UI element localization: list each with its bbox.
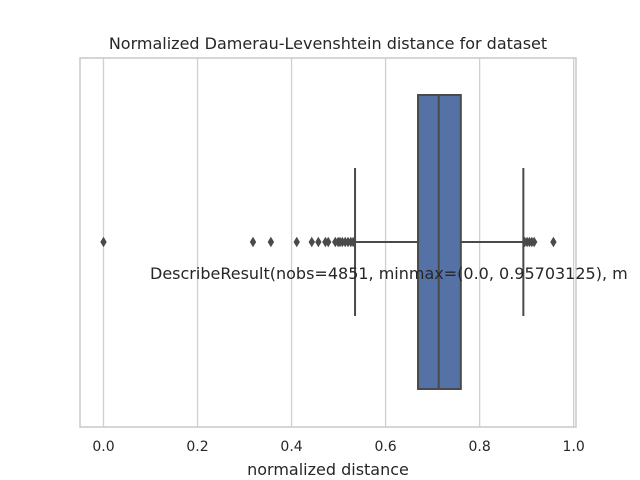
outlier-point [325,236,332,248]
x-axis-label: normalized distance [247,460,409,479]
box-layer [354,94,525,390]
x-tick-label: 0.2 [186,439,208,455]
outlier-point [100,236,107,248]
x-tick-label: 0.6 [374,439,396,455]
x-tick-label: 0.4 [280,439,302,455]
outlier-point [267,236,275,248]
outlier-layer [100,236,557,248]
outlier-point [349,236,357,248]
x-tick-label: 0.0 [92,439,114,455]
outlier-point [308,236,315,248]
describe-annotation: DescribeResult(nobs=4851, minmax=(0.0, 0… [150,264,628,283]
outlier-point [249,236,257,248]
plot-frame [79,57,577,428]
x-tick-labels: 0.0 0.2 0.4 0.6 0.8 1.0 [92,439,584,455]
x-tick-label: 0.8 [468,439,490,455]
outlier-point [315,236,322,248]
outlier-point [550,236,557,248]
x-tick-label: 1.0 [563,439,585,455]
outlier-point [293,236,300,248]
outlier-point [530,236,538,248]
chart-title: Normalized Damerau-Levenshtein distance … [109,34,547,53]
